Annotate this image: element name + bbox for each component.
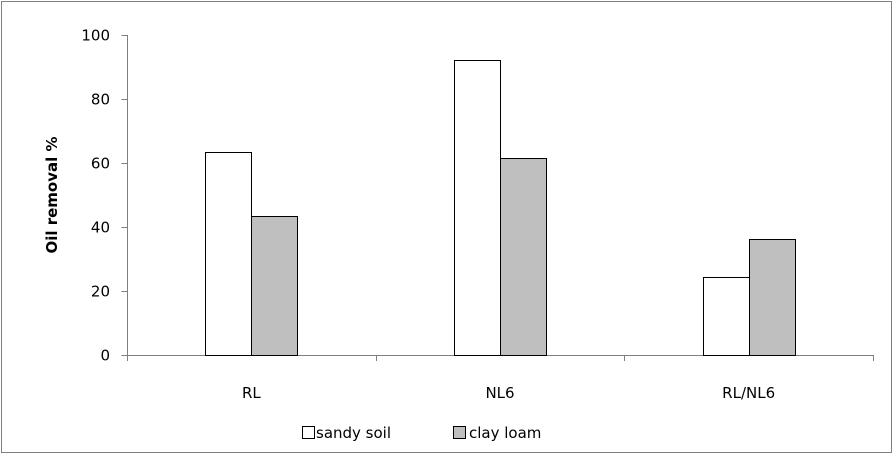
legend-swatch-clay-loam <box>453 426 466 439</box>
y-tick-label: 80 <box>91 91 110 109</box>
y-axis-label: Oil removal % <box>43 136 61 253</box>
category-labels: RL NL6 RL/NL6 <box>242 384 775 402</box>
y-tick-label: 100 <box>81 27 110 45</box>
y-tick-label: 60 <box>91 155 110 173</box>
legend-item-sandy-soil: sandy soil <box>302 424 391 442</box>
legend-label-sandy-soil: sandy soil <box>316 424 391 442</box>
y-tick-label: 0 <box>100 347 110 365</box>
y-tick-labels: 0 20 40 60 80 100 <box>81 27 110 365</box>
bar-clay-loam-nl6 <box>500 158 547 356</box>
bar-clay-loam-rl <box>251 216 298 356</box>
y-tick-label: 20 <box>91 283 110 301</box>
legend-swatch-sandy-soil <box>302 426 315 439</box>
bar-sandy-soil-nl6 <box>454 60 501 356</box>
bars <box>205 60 796 356</box>
legend: sandy soil clay loam <box>302 424 541 442</box>
category-label-nl6: NL6 <box>485 384 514 402</box>
legend-label-clay-loam: clay loam <box>469 424 541 442</box>
category-label-rl-nl6: RL/NL6 <box>722 384 775 402</box>
legend-item-clay-loam: clay loam <box>453 424 541 442</box>
bar-sandy-soil-rl <box>205 152 252 356</box>
bar-sandy-soil-rl-nl6 <box>703 277 750 356</box>
y-axis <box>121 35 128 356</box>
bar-clay-loam-rl-nl6 <box>749 239 796 356</box>
category-label-rl: RL <box>242 384 261 402</box>
y-tick-label: 40 <box>91 219 110 237</box>
